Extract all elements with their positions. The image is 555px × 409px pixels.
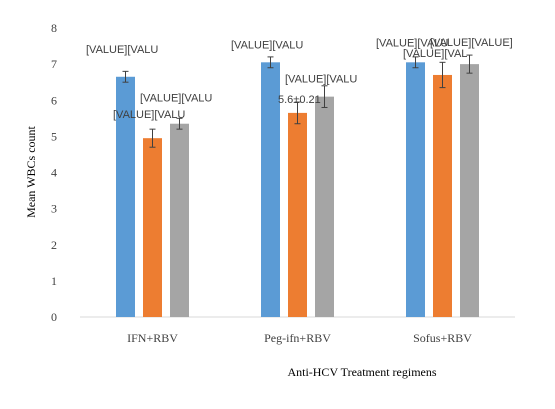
bar — [315, 96, 334, 317]
data-label: [VALUE][VALU — [86, 44, 158, 56]
data-label: [VALUE][VALU — [376, 37, 448, 49]
y-axis-ticks: 0 1 2 3 4 5 6 7 8 — [51, 21, 57, 324]
data-label: [VALUE][VALU — [113, 109, 185, 121]
bar — [170, 123, 189, 317]
data-label: 5.6±0.21 — [278, 94, 321, 106]
data-label: [VALUE][VAL — [403, 48, 467, 60]
data-label: [VALUE][VALU — [140, 93, 212, 105]
y-tick-label: 6 — [51, 93, 57, 107]
y-tick-label: 7 — [51, 57, 57, 71]
bar — [261, 62, 280, 317]
data-labels: [VALUE][VALU[VALUE][VALU[VALUE][VALU[VAL… — [86, 37, 513, 121]
bar — [433, 74, 452, 318]
y-tick-label: 4 — [51, 166, 57, 180]
y-tick-label: 5 — [51, 129, 57, 143]
bar — [116, 76, 135, 317]
y-tick-label: 2 — [51, 238, 57, 252]
x-tick-label: Peg-ifn+RBV — [264, 331, 331, 345]
y-tick-label: 0 — [51, 310, 57, 324]
x-tick-label: IFN+RBV — [127, 331, 178, 345]
bars — [116, 62, 479, 318]
error-bars — [122, 54, 473, 148]
y-tick-label: 3 — [51, 202, 57, 216]
x-axis-title: Anti-HCV Treatment regimens — [287, 365, 436, 379]
bar — [288, 112, 307, 317]
data-label: [VALUE][VALU — [231, 39, 303, 51]
bar — [460, 64, 479, 317]
data-label: [VALUE][VALUE] — [430, 37, 513, 49]
y-tick-label: 1 — [51, 274, 57, 288]
y-tick-label: 8 — [51, 21, 57, 35]
data-label: [VALUE][VALU — [285, 74, 357, 86]
x-tick-label: Sofus+RBV — [413, 331, 472, 345]
bar — [406, 62, 425, 317]
y-axis-title: Mean WBCs count — [24, 125, 38, 217]
bar — [143, 138, 162, 317]
x-axis-category-labels: IFN+RBV Peg-ifn+RBV Sofus+RBV — [127, 331, 472, 345]
